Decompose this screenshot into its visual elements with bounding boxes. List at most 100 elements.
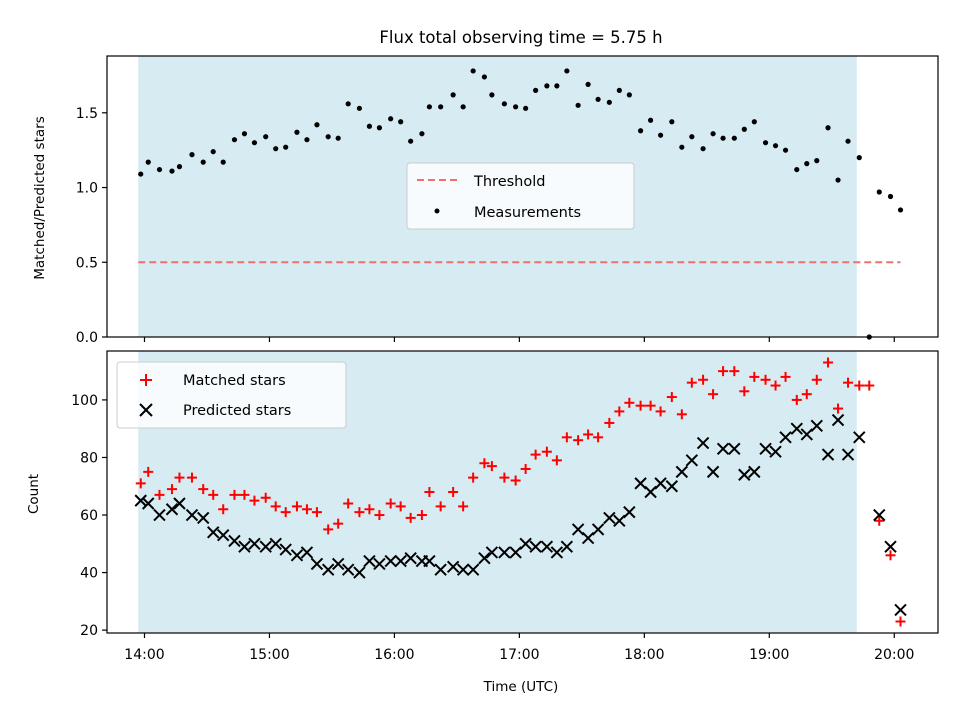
measurements-point xyxy=(156,166,163,173)
measurements-point xyxy=(470,68,476,74)
measurements-point xyxy=(710,131,716,137)
predicted-stars-point xyxy=(675,465,689,479)
measurements-point xyxy=(720,135,726,141)
y-tick-label: 0.5 xyxy=(76,255,98,271)
matched-legend-swatch xyxy=(140,374,152,386)
predicted-stars-point xyxy=(134,494,147,507)
top-legend: Threshold Measurements xyxy=(406,162,635,230)
matched-stars-point xyxy=(143,466,154,477)
measurements-point xyxy=(489,92,495,98)
bottom-legend: Matched stars Predicted stars xyxy=(116,361,347,429)
y-tick-label: 0.0 xyxy=(76,330,98,346)
matched-stars-point xyxy=(435,501,446,512)
predicted-stars-point xyxy=(550,546,564,559)
predicted-stars-point xyxy=(634,477,647,490)
measurements-point xyxy=(845,138,851,144)
matched-stars-point xyxy=(770,380,781,391)
measurements-point xyxy=(814,158,820,164)
matched-stars-point xyxy=(885,550,896,561)
matched-legend-label: Matched stars xyxy=(183,373,286,389)
y-tick-label: 60 xyxy=(80,508,98,524)
measurements-point xyxy=(856,155,862,161)
matched-stars-point xyxy=(323,524,334,535)
predicted-stars-point xyxy=(173,497,186,510)
predicted-stars-point xyxy=(810,419,823,433)
matched-stars-point xyxy=(676,409,687,420)
predicted-stars-point xyxy=(142,497,155,510)
measurements-point xyxy=(426,104,433,110)
bottom-axes: 20 40 60 80 100 14:00 15:00 16:00 17:00 18:00 19:0… xyxy=(71,350,939,663)
measurements-point xyxy=(376,125,383,131)
predicted-stars-point xyxy=(894,603,907,617)
measurements-point xyxy=(887,193,894,200)
measurements-point xyxy=(876,189,882,195)
predicted-stars-point xyxy=(509,546,522,559)
measurements-point xyxy=(304,137,310,143)
predicted-stars-point xyxy=(540,540,554,553)
predicted-legend-swatch xyxy=(139,403,153,417)
matched-stars-point xyxy=(614,406,625,417)
measurements-point xyxy=(189,152,195,158)
matched-stars-point xyxy=(655,406,666,417)
matched-stars-point xyxy=(280,507,291,518)
predicted-stars-point xyxy=(728,442,741,456)
predicted-stars-point xyxy=(821,448,835,461)
predicted-stars-point xyxy=(790,422,803,435)
ratio-panel: Flux total observing time = 5.75 h Match… xyxy=(32,28,939,346)
predicted-stars-point xyxy=(423,554,436,568)
measurements-point xyxy=(220,159,226,165)
measurements-point xyxy=(564,68,570,74)
predicted-stars-point xyxy=(696,436,710,450)
predicted-stars-point xyxy=(259,540,272,553)
measurements-point xyxy=(731,135,737,141)
measurements-point xyxy=(388,116,394,122)
axes-frame xyxy=(106,55,939,338)
measurements-point xyxy=(251,140,258,146)
predicted-stars-point xyxy=(873,508,886,522)
y-tick-label: 100 xyxy=(71,393,98,409)
measurements-point xyxy=(606,99,612,105)
measurements-point xyxy=(450,92,456,98)
predicted-stars-point xyxy=(706,465,720,479)
matched-stars-point xyxy=(791,394,802,405)
predicted-stars-point xyxy=(478,551,491,565)
measurements-point xyxy=(523,105,529,111)
ratio-series xyxy=(138,68,904,340)
matched-stars-point xyxy=(218,504,229,515)
measurements-point xyxy=(533,87,539,93)
matched-stars-point xyxy=(343,498,354,509)
matched-stars-point xyxy=(416,510,427,521)
matched-stars-point xyxy=(239,489,250,500)
matched-stars-point xyxy=(718,366,729,377)
x-tick-label: 20:00 xyxy=(874,647,914,663)
matched-stars-point xyxy=(154,489,165,500)
predicted-stars-point xyxy=(769,445,782,458)
x-tick-label: 15:00 xyxy=(249,647,289,663)
measurements-point xyxy=(408,138,414,144)
predicted-stars-point xyxy=(485,546,499,559)
predicted-stars-point xyxy=(248,537,261,551)
matched-stars-point xyxy=(874,515,885,526)
measurements-legend-label: Measurements xyxy=(474,205,581,221)
y-tick-label: 1.0 xyxy=(76,181,98,197)
matched-stars-point xyxy=(801,389,812,400)
matched-stars-point xyxy=(468,472,479,483)
predicted-stars-point xyxy=(384,554,397,568)
measurements-point xyxy=(689,134,695,140)
measurements-point xyxy=(782,147,789,153)
predicted-stars-point xyxy=(269,537,282,551)
measurements-point xyxy=(398,119,404,125)
matched-stars-point xyxy=(458,501,469,512)
predicted-stars-point xyxy=(197,511,210,525)
measurements-point xyxy=(314,122,320,128)
matched-stars-point xyxy=(729,366,740,377)
matched-stars-point xyxy=(229,489,240,500)
predicted-stars-point xyxy=(300,546,314,559)
counts-panel: Count Time (UTC) 20 40 60 80 100 14:00 15:00 16… xyxy=(26,350,939,695)
predicted-stars-point xyxy=(331,557,345,571)
measurements-point xyxy=(176,164,183,170)
predicted-stars-point xyxy=(404,551,417,565)
measurements-point xyxy=(669,119,675,125)
